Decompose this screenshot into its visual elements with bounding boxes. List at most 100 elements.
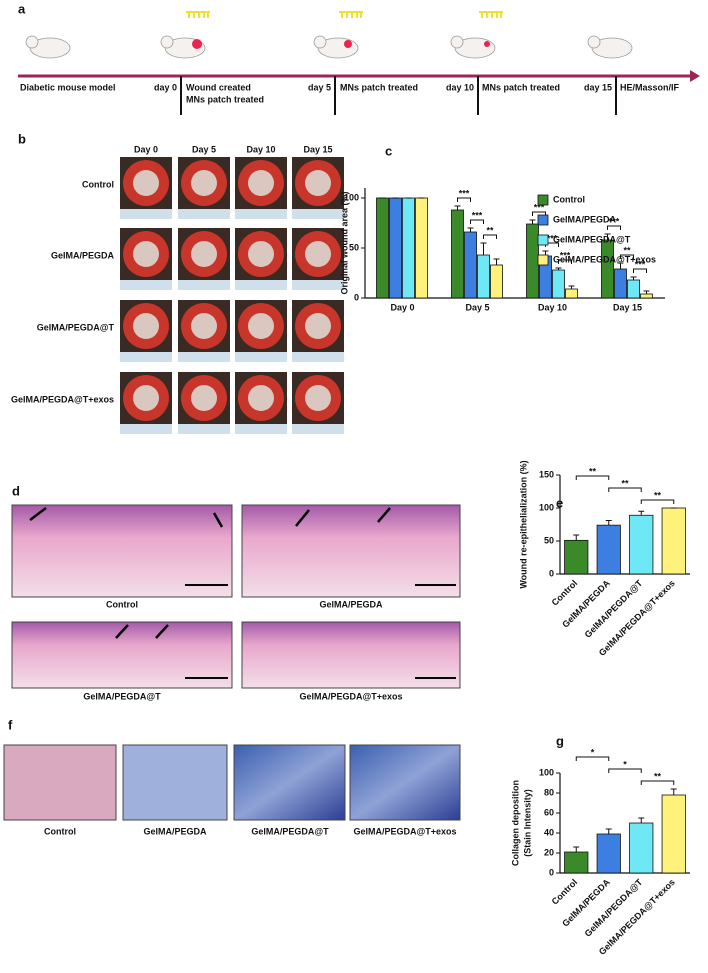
error-bar: [605, 520, 612, 526]
panel-label: b: [18, 131, 26, 146]
photo-ruler: [292, 280, 344, 290]
bar: [526, 223, 539, 299]
photo-ruler: [292, 424, 344, 434]
column-label: Day 5: [192, 144, 216, 154]
image-label: GelMA/PEGDA@T+exos: [353, 826, 456, 836]
legend-swatch: [537, 234, 549, 246]
photo-wound: [305, 241, 331, 267]
bar: [477, 254, 490, 299]
significance-bracket: [608, 487, 642, 492]
legend-label: Control: [553, 194, 585, 204]
bar: [661, 794, 686, 874]
bar: [614, 268, 627, 299]
error-bar: [573, 534, 580, 541]
significance-label: ***: [459, 188, 470, 198]
significance-label: *: [623, 759, 627, 769]
y-tick-label: 20: [544, 847, 554, 857]
bar: [451, 209, 464, 299]
wounds: [192, 39, 490, 49]
significance-label: **: [654, 490, 662, 500]
mice: [25, 35, 633, 59]
image-label: GelMA/PEGDA: [319, 599, 383, 609]
panel-label: a: [18, 1, 26, 16]
bar: [629, 822, 654, 874]
bar: [661, 507, 686, 575]
photo-wound: [248, 313, 274, 339]
column-label: Day 10: [246, 144, 275, 154]
y-axis-label: Original wound area (%): [339, 191, 349, 294]
bar: [490, 264, 503, 299]
timeline-day: day 15: [584, 82, 612, 92]
significance-label: ***: [534, 202, 545, 212]
legend-swatch: [537, 214, 549, 226]
timeline-text: Wound created: [186, 82, 251, 92]
panel-label: g: [556, 733, 564, 748]
photo-ruler: [235, 352, 287, 362]
histology-masson: [3, 744, 461, 821]
photo-wound: [305, 385, 331, 411]
error-bar: [467, 227, 474, 232]
photo-wound: [305, 170, 331, 196]
x-tick-label: Control: [550, 578, 580, 608]
y-tick-label: 100: [539, 767, 554, 777]
y-tick-label: 100: [344, 192, 359, 202]
x-tick-label: GelMA/PEGDA@T: [583, 578, 645, 640]
photo-wound: [248, 170, 274, 196]
y-tick-label: 150: [539, 469, 554, 479]
photo-ruler: [235, 424, 287, 434]
significance-bracket: [608, 768, 642, 773]
bar: [596, 524, 621, 575]
significance-label: ***: [472, 210, 483, 220]
bar: [640, 293, 653, 299]
column-label: Day 15: [303, 144, 332, 154]
bar: [415, 197, 428, 299]
bar: [552, 269, 565, 299]
photo-ruler: [292, 352, 344, 362]
x-tick-label: GelMA/PEGDA@T: [583, 877, 645, 939]
error-bar: [604, 233, 611, 240]
row-label: Control: [82, 179, 114, 189]
bar: [596, 833, 621, 874]
y-axis-label: Wound re-epithelialization (%): [518, 460, 528, 588]
legend-label: GelMA/PEGDA: [553, 214, 617, 224]
histology-he: [11, 504, 461, 689]
photo-wound: [305, 313, 331, 339]
significance-label: **: [654, 771, 662, 781]
y-tick-label: 0: [354, 292, 359, 302]
bar: [629, 514, 654, 575]
photo-ruler: [178, 352, 230, 362]
arrows: [29, 507, 391, 639]
photo-grid: Day 0 Day 5 Day 10 Day 15 Control GelMA/PEGDA…: [11, 144, 344, 434]
panel-label: d: [12, 483, 20, 498]
image-label: GelMA/PEGDA@T: [83, 691, 161, 701]
x-tick-label: Day 10: [538, 302, 567, 312]
significance-bracket: [607, 225, 621, 230]
legend-label: GelMA/PEGDA@T+exos: [553, 254, 656, 264]
timeline-text: Diabetic mouse model: [20, 82, 116, 92]
y-tick-label: 0: [549, 867, 554, 877]
significance-label: ***: [560, 250, 571, 260]
timeline-ticks: [180, 76, 617, 115]
error-bar: [480, 242, 487, 255]
row-label: GelMA/PEGDA: [51, 250, 115, 260]
photo-wound: [133, 170, 159, 196]
image-label: GelMA/PEGDA@T: [251, 826, 329, 836]
image-label: GelMA/PEGDA: [143, 826, 207, 836]
photo-wound: [191, 313, 217, 339]
x-tick-label: Day 5: [465, 302, 489, 312]
significance-bracket: [532, 211, 546, 216]
bar: [627, 279, 640, 299]
panel-label: f: [8, 717, 13, 732]
legend-swatch: [537, 194, 549, 206]
y-tick-label: 80: [544, 787, 554, 797]
photo-wound: [248, 385, 274, 411]
significance-bracket: [640, 780, 675, 785]
photo-ruler: [178, 280, 230, 290]
error-bar: [454, 205, 461, 210]
y-tick-label: 100: [539, 502, 554, 512]
photo-ruler: [178, 424, 230, 434]
timeline-text: HE/Masson/IF: [620, 82, 680, 92]
photo-ruler: [235, 209, 287, 219]
error-bar: [643, 290, 650, 294]
photo-ruler: [120, 424, 172, 434]
